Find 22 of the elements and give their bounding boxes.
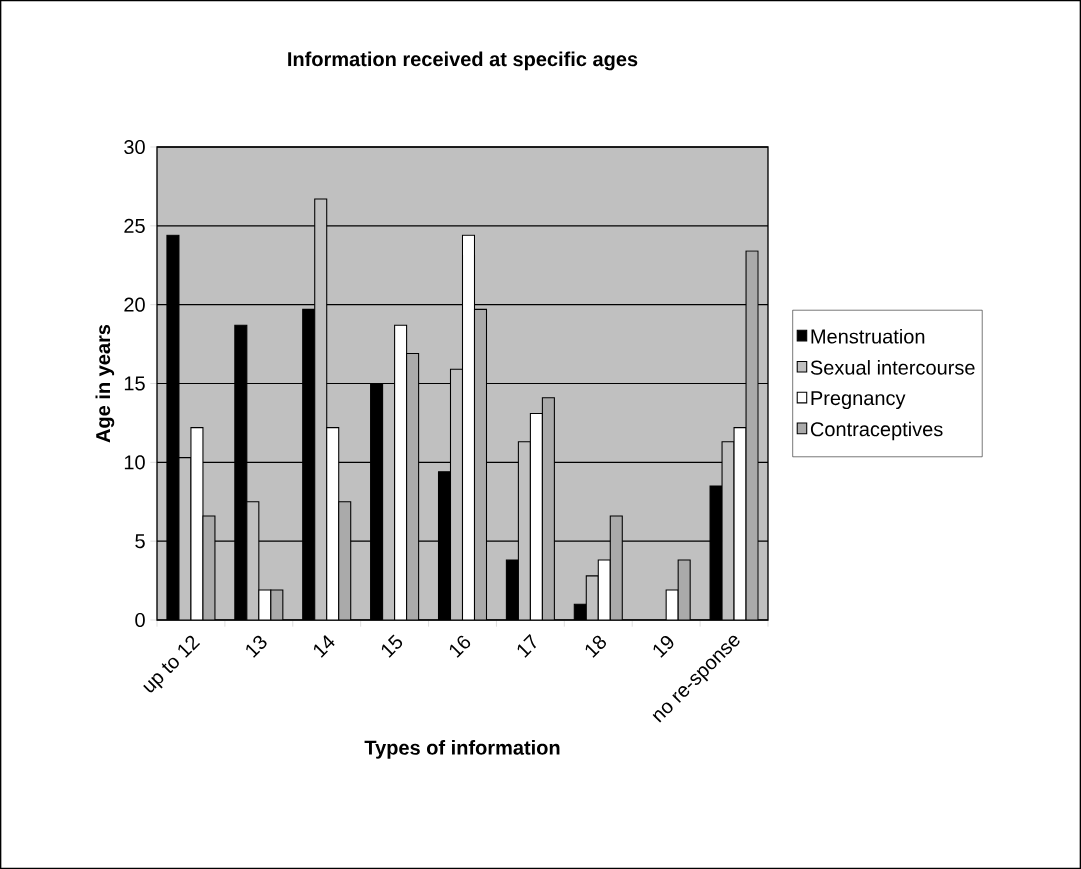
- y-tick-label: 25: [124, 218, 145, 233]
- y-tick-label: 5: [135, 534, 145, 549]
- x-axis-title: Types of information: [364, 740, 560, 759]
- y-tick-label: 15: [124, 376, 145, 391]
- y-tick-label: 10: [124, 455, 145, 470]
- x-tick-label: 15: [381, 634, 403, 658]
- legend-label: Pregnancy: [811, 391, 906, 410]
- legend-label: Contraceptives: [810, 421, 943, 441]
- x-tick-label: 17: [517, 634, 537, 658]
- x-tick-label: 19: [653, 635, 674, 658]
- y-axis-title: Age in years: [95, 324, 115, 443]
- x-tick-label: 13: [246, 635, 267, 658]
- y-tick-label: 20: [124, 297, 145, 312]
- chart-title: Information received at specific ages: [288, 51, 638, 71]
- x-tick-label: up to 12: [143, 635, 201, 693]
- legend-label: Menstruation: [811, 328, 925, 344]
- legend-label: Sexual intercourse: [810, 360, 975, 375]
- y-tick-label: 0: [135, 612, 145, 628]
- x-tick-label: 18: [585, 635, 607, 658]
- y-tick-label: 30: [124, 139, 145, 155]
- x-tick-label: 16: [449, 635, 471, 658]
- x-tick-label: 14: [313, 635, 335, 658]
